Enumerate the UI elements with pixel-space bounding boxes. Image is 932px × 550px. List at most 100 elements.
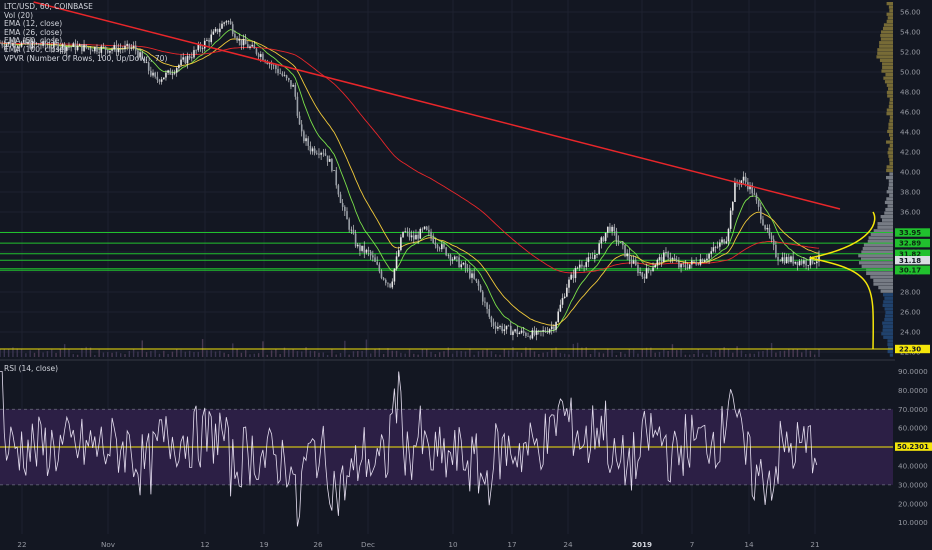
candle-body — [14, 43, 16, 48]
candle-body — [91, 50, 94, 52]
candle-body — [507, 325, 510, 327]
candle-body — [805, 260, 807, 266]
volume-bar — [33, 352, 36, 357]
volume-bar — [150, 351, 152, 357]
candle-body — [259, 54, 262, 57]
volume-bar — [253, 353, 256, 357]
volume-bar — [137, 351, 139, 357]
candle-body — [335, 170, 338, 186]
rsi-tick-label: 30.0000 — [898, 480, 928, 489]
price-tick-label: 26.00 — [900, 308, 921, 317]
candle-body — [380, 271, 383, 278]
volume-profile-row — [889, 97, 893, 102]
volume-profile-row — [877, 51, 893, 55]
candle-body — [290, 80, 292, 87]
candle-body — [40, 45, 42, 47]
volume-bar — [20, 348, 23, 357]
volume-bar — [352, 351, 355, 357]
volume-bar — [408, 349, 411, 357]
candle-body — [509, 325, 512, 335]
candle-body — [800, 261, 803, 264]
volume-profile-row — [888, 154, 893, 158]
candle-body — [384, 279, 387, 283]
legend-vol[interactable]: Vol (20) — [4, 10, 34, 20]
legend-vpvr[interactable]: VPVR (Number Of Rows, 100, Up/Down, 70) — [4, 53, 168, 63]
volume-profile-row — [887, 151, 893, 155]
volume-bar — [464, 351, 467, 357]
rsi-panel[interactable] — [0, 371, 893, 527]
volume-curve-drawing[interactable] — [809, 211, 876, 350]
candle-body — [139, 52, 141, 58]
price-tag-bg — [895, 256, 930, 265]
candle-body — [94, 47, 96, 52]
candle-body — [137, 50, 139, 58]
volume-bars — [0, 339, 820, 357]
candle-body — [147, 62, 150, 71]
volume-bar — [434, 354, 437, 357]
volume-bar — [766, 349, 768, 357]
candle-body — [772, 239, 775, 245]
candle-body — [624, 245, 626, 257]
candle-body — [180, 59, 182, 65]
volume-bar — [486, 348, 488, 357]
candle-body — [818, 254, 820, 262]
candle-body — [807, 265, 810, 266]
volume-curve-path[interactable] — [809, 211, 876, 350]
candle-body — [417, 234, 419, 239]
candle-body — [326, 155, 329, 162]
volume-profile-row — [885, 310, 893, 315]
legend-ema26[interactable]: EMA (26, close) — [4, 27, 63, 37]
candle-body — [809, 256, 812, 266]
volume-bar — [710, 350, 712, 357]
volume-bar — [42, 352, 44, 357]
volume-bar — [477, 351, 480, 357]
candle-body — [561, 298, 564, 305]
candle-body — [369, 251, 372, 256]
volume-profile-row — [879, 58, 893, 63]
volume-profile-row — [858, 261, 893, 265]
price-candles[interactable] — [0, 18, 820, 341]
volume-bar — [176, 348, 178, 357]
trendline[interactable] — [33, 1, 841, 210]
candle-body — [675, 260, 678, 262]
rsi-tick-label: 10.0000 — [898, 518, 928, 527]
candle-body — [18, 46, 21, 48]
volume-bar — [76, 354, 79, 357]
candle-body — [113, 45, 116, 50]
volume-bar — [184, 351, 187, 357]
volume-bar — [611, 350, 613, 357]
candle-body — [214, 28, 217, 32]
time-tick-label: 24 — [563, 540, 573, 549]
volume-profile-row — [887, 339, 893, 343]
volume-profile-row — [868, 236, 893, 240]
rsi-title[interactable]: RSI (14, close) — [4, 364, 59, 373]
volume-bar — [29, 350, 31, 357]
legend-ema50[interactable]: EMA (50, close) — [4, 36, 63, 46]
candle-body — [22, 39, 25, 43]
legend-ema12[interactable]: EMA (12, close) — [4, 19, 63, 29]
volume-bar — [322, 352, 324, 357]
candle-body — [721, 239, 723, 243]
volume-bar — [193, 351, 195, 357]
candle-body — [348, 219, 350, 230]
rsi-tick-label: 80.0000 — [898, 386, 928, 395]
candle-body — [122, 48, 124, 50]
candle-body — [701, 259, 704, 262]
volume-profile-row — [878, 286, 893, 290]
candle-body — [602, 237, 605, 242]
descending-trendline[interactable] — [33, 1, 841, 210]
volume-profile-row — [879, 44, 893, 48]
volume-bar — [460, 351, 462, 357]
candle-body — [268, 63, 271, 65]
candle-body — [132, 45, 135, 48]
time-tick-label: 10 — [448, 540, 458, 549]
candle-body — [477, 281, 480, 286]
time-tick-label: 19 — [259, 540, 269, 549]
volume-bar — [348, 354, 350, 357]
candle-body — [124, 45, 126, 50]
candle-body — [298, 115, 301, 125]
volume-bar — [796, 348, 799, 357]
legend-symbol[interactable]: LTC/USD, 60, COINBASE — [4, 2, 93, 11]
legend-ema100[interactable]: EMA (100, close) — [4, 44, 67, 54]
